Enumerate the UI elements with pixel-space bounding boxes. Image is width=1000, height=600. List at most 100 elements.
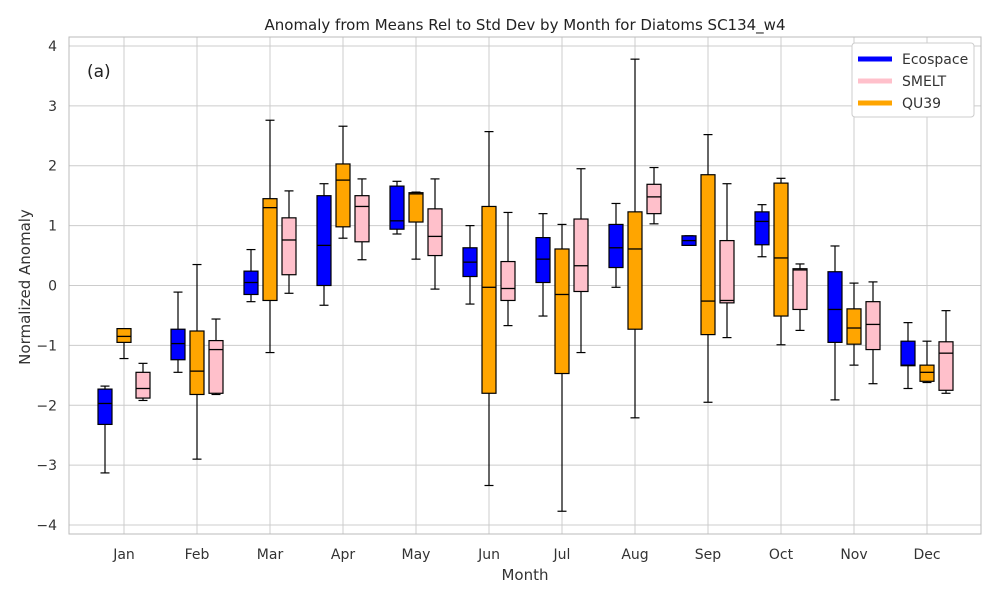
y-tick-label: 4	[48, 39, 57, 55]
box-body	[354, 195, 370, 243]
chart-title: Anomaly from Means Rel to Std Dev by Mon…	[265, 16, 786, 35]
box-qu39-oct	[773, 177, 789, 346]
box-body	[535, 236, 551, 284]
box-qu39-feb	[189, 263, 205, 460]
panel-label: (a)	[87, 62, 111, 82]
box-smelt-jul	[573, 168, 589, 354]
x-tick-label-jul: Jul	[553, 547, 571, 563]
series-qu39	[116, 58, 935, 512]
box-qu39-nov	[846, 282, 862, 366]
box-series-group	[97, 58, 954, 512]
y-tick-label: −2	[36, 398, 57, 414]
box-body	[846, 308, 862, 345]
legend-label-ecospace: Ecospace	[902, 52, 968, 68]
box-body	[170, 328, 186, 361]
box-smelt-sep	[719, 183, 735, 339]
box-body	[189, 330, 205, 396]
box-ecospace-sep	[681, 235, 697, 246]
box-smelt-oct	[792, 263, 808, 332]
box-body	[754, 211, 770, 246]
box-body	[389, 185, 405, 230]
box-body	[646, 183, 662, 215]
box-qu39-may	[408, 191, 424, 260]
box-ecospace-oct	[754, 204, 770, 258]
x-axis-label: Month	[501, 566, 548, 584]
box-body	[719, 239, 735, 304]
box-ecospace-feb	[170, 291, 186, 373]
plot-frame	[68, 36, 982, 535]
x-tick-label-nov: Nov	[840, 547, 867, 563]
y-tick-label: 0	[48, 279, 57, 295]
box-smelt-aug	[646, 166, 662, 225]
box-smelt-apr	[354, 178, 370, 261]
box-body	[573, 218, 589, 293]
box-body	[608, 223, 624, 269]
box-smelt-mar	[281, 190, 297, 294]
box-body	[865, 301, 881, 351]
x-tick-label-aug: Aug	[621, 547, 648, 563]
box-body	[316, 195, 332, 287]
x-tick-label-dec: Dec	[913, 547, 940, 563]
x-tick-label-mar: Mar	[257, 547, 284, 563]
x-tick-label-apr: Apr	[331, 547, 355, 563]
x-tick-label-feb: Feb	[185, 547, 210, 563]
box-body	[700, 174, 716, 336]
box-body	[500, 260, 516, 302]
series-smelt	[135, 166, 954, 402]
box-body	[827, 271, 843, 343]
axes: −4 −3 −2 −1 0 1 2 3 4 Jan Feb Mar Apr May Jun Jul Aug Sep…	[36, 36, 982, 563]
box-body	[773, 182, 789, 317]
box-body	[919, 364, 935, 382]
box-qu39-dec	[919, 340, 935, 384]
box-smelt-dec	[938, 310, 954, 394]
box-body	[116, 328, 132, 343]
box-qu39-jun	[481, 131, 497, 487]
box-ecospace-jan	[97, 385, 113, 474]
box-body	[792, 268, 808, 311]
box-body	[554, 248, 570, 375]
box-body	[427, 208, 443, 257]
x-tick-label-may: May	[402, 547, 431, 563]
legend-label-smelt: SMELT	[902, 74, 947, 90]
y-tick-label: 1	[48, 219, 57, 235]
box-ecospace-apr	[316, 183, 332, 306]
box-body	[97, 388, 113, 426]
box-qu39-sep	[700, 134, 716, 403]
box-body	[135, 371, 151, 399]
box-ecospace-aug	[608, 202, 624, 288]
y-tick-label: 3	[48, 99, 57, 115]
x-tick-label-oct: Oct	[769, 547, 794, 563]
box-smelt-nov	[865, 281, 881, 385]
x-tick-label-jan: Jan	[112, 547, 135, 563]
box-smelt-jun	[500, 211, 516, 327]
box-qu39-jul	[554, 223, 570, 512]
box-ecospace-jun	[462, 225, 478, 305]
box-ecospace-jul	[535, 213, 551, 317]
box-qu39-mar	[262, 119, 278, 354]
box-body	[408, 192, 424, 223]
y-tick-label: −1	[36, 338, 57, 354]
box-body	[938, 341, 954, 391]
box-body	[481, 205, 497, 394]
box-smelt-may	[427, 178, 443, 290]
box-ecospace-may	[389, 180, 405, 235]
box-body	[281, 217, 297, 276]
box-qu39-jan	[116, 328, 132, 360]
series-ecospace	[97, 180, 916, 474]
y-tick-label: −3	[36, 458, 57, 474]
box-body	[208, 339, 224, 394]
y-tick-label: 2	[48, 159, 57, 175]
box-qu39-aug	[627, 58, 643, 419]
box-body	[262, 198, 278, 302]
legend: Ecospace SMELT QU39	[851, 42, 975, 118]
y-axis-label: Normalized Anomaly	[16, 209, 34, 365]
box-body	[627, 211, 643, 330]
y-tick-label: −4	[36, 518, 57, 534]
box-qu39-apr	[335, 125, 351, 239]
x-tick-label-jun: Jun	[477, 547, 500, 563]
legend-label-qu39: QU39	[902, 96, 941, 112]
box-ecospace-dec	[900, 322, 916, 390]
box-smelt-feb	[208, 318, 224, 396]
